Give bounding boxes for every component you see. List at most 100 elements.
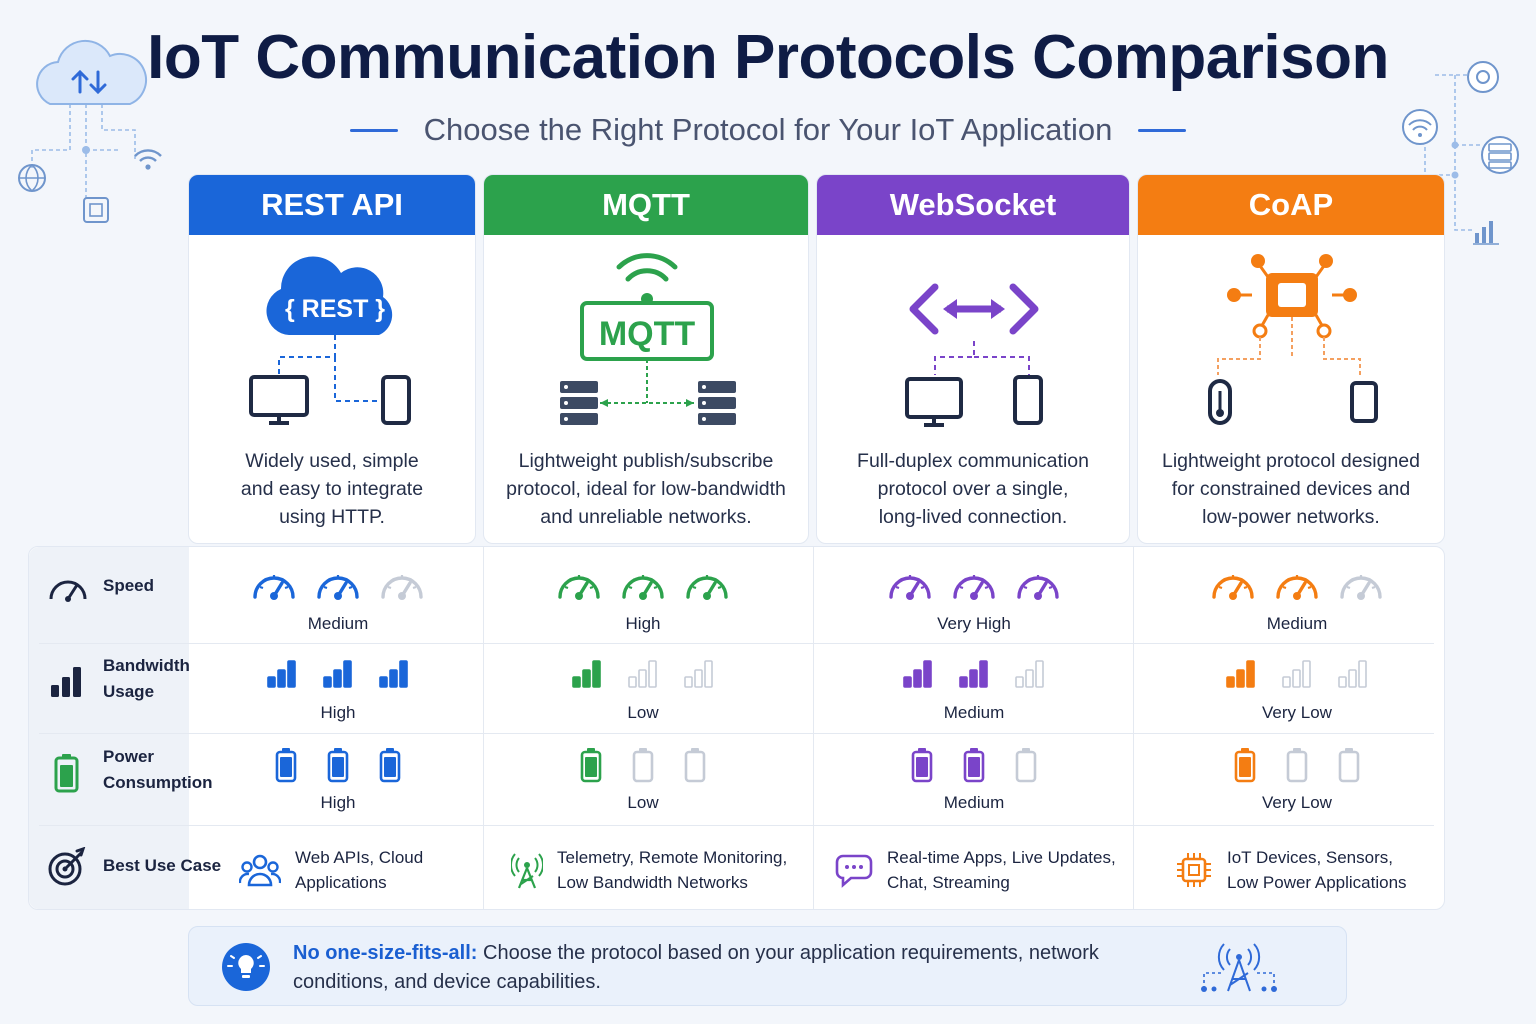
speedometer-icon bbox=[49, 580, 87, 602]
signal-bars-icon bbox=[51, 667, 81, 697]
power-rating-mark bbox=[963, 747, 985, 788]
power-rating-mark bbox=[1286, 747, 1308, 788]
bandwidth-value-websocket: Medium bbox=[943, 703, 1005, 722]
bandwidth-rating-mark bbox=[683, 659, 715, 694]
power-rating-mqtt bbox=[483, 747, 803, 788]
row-label-use-case: Best Use Case bbox=[103, 856, 222, 875]
bandwidth-rating-mark bbox=[958, 659, 990, 694]
bandwidth-value-rest: High bbox=[320, 703, 356, 722]
row-label-power: Power Consumption bbox=[103, 747, 213, 792]
power-rating-mark bbox=[1338, 747, 1360, 788]
page-title: IoT Communication Protocols Comparison bbox=[147, 23, 1389, 92]
antenna-icon bbox=[511, 853, 543, 889]
use-case-websocket: Real-time Apps, Live Updates, Chat, Stre… bbox=[835, 845, 1116, 895]
rest-cloud-icon: { REST } bbox=[249, 256, 411, 425]
speed-rating-websocket bbox=[819, 567, 1129, 608]
bandwidth-rating-mark bbox=[378, 659, 410, 694]
speed-value-rest: Medium bbox=[307, 614, 369, 633]
protocol-description-mqtt: Lightweight publish/subscribe protocol, … bbox=[506, 450, 786, 528]
speed-rating-mark bbox=[684, 567, 730, 608]
speed-value-coap: Medium bbox=[1266, 614, 1328, 633]
power-value-mqtt: Low bbox=[627, 793, 659, 812]
use-case-rest: Web APIs, Cloud Applications bbox=[239, 845, 423, 895]
chip-icon bbox=[1177, 853, 1211, 887]
row-label-column bbox=[29, 547, 189, 909]
power-rating-mark bbox=[327, 747, 349, 788]
power-rating-websocket bbox=[819, 747, 1129, 788]
chat-icon bbox=[835, 854, 873, 888]
devices-network-decoration-icon bbox=[1402, 61, 1519, 245]
protocol-card-mqtt: MQTT MQTT Lightweight publish/subscribe … bbox=[483, 174, 809, 544]
speed-value-websocket: Very High bbox=[937, 614, 1011, 633]
use-case-mqtt: Telemetry, Remote Monitoring, Low Bandwi… bbox=[511, 845, 787, 895]
power-rating-mark bbox=[1234, 747, 1256, 788]
protocol-card-rest: REST API { REST } Widely used, simple an… bbox=[188, 174, 476, 544]
bandwidth-rating-mark bbox=[571, 659, 603, 694]
power-value-rest: High bbox=[320, 793, 356, 812]
speed-rating-mark bbox=[887, 567, 933, 608]
power-value-coap: Very Low bbox=[1262, 793, 1332, 812]
page-subtitle: Choose the Right Protocol for Your IoT A… bbox=[423, 112, 1113, 147]
protocol-header-websocket: WebSocket bbox=[817, 175, 1129, 235]
subtitle-line-left bbox=[349, 128, 398, 132]
bandwidth-rating-mark bbox=[1281, 659, 1313, 694]
use-case-coap: IoT Devices, Sensors, Low Power Applicat… bbox=[1175, 845, 1407, 895]
protocol-card-coap: CoAP Lightweight protocol designed for c… bbox=[1137, 174, 1445, 544]
mqtt-broker-icon: MQTT bbox=[560, 253, 736, 425]
power-rating-mark bbox=[632, 747, 654, 788]
speed-rating-mark bbox=[556, 567, 602, 608]
mqtt-icon-label: MQTT bbox=[599, 315, 696, 353]
power-rating-mark bbox=[580, 747, 602, 788]
row-label-bandwidth: Bandwidth Usage bbox=[103, 656, 190, 701]
lightbulb-icon bbox=[222, 943, 270, 991]
subtitle-row: Choose the Right Protocol for Your IoT A… bbox=[0, 108, 1536, 152]
speed-rating-mark bbox=[620, 567, 666, 608]
power-rating-mark bbox=[911, 747, 933, 788]
tip-text: No one-size-fits-all: Choose the protoco… bbox=[293, 942, 1099, 993]
speed-rating-mqtt bbox=[483, 567, 803, 608]
speed-value-mqtt: High bbox=[625, 614, 661, 633]
protocol-header-mqtt: MQTT bbox=[484, 175, 808, 235]
bandwidth-rating-mark bbox=[1337, 659, 1369, 694]
bandwidth-rating-coap bbox=[1147, 659, 1447, 694]
bandwidth-rating-mqtt bbox=[483, 659, 803, 694]
protocol-header-rest: REST API bbox=[189, 175, 475, 235]
bandwidth-value-mqtt: Low bbox=[627, 703, 659, 722]
power-rating-mark bbox=[275, 747, 297, 788]
bandwidth-rating-mark bbox=[1225, 659, 1257, 694]
bandwidth-rating-mark bbox=[902, 659, 934, 694]
power-rating-mark bbox=[379, 747, 401, 788]
protocol-card-websocket: WebSocket Full-duplex communication prot… bbox=[816, 174, 1130, 544]
power-rating-rest bbox=[193, 747, 483, 788]
speed-rating-mark bbox=[251, 567, 297, 608]
power-value-websocket: Medium bbox=[943, 793, 1005, 812]
target-icon bbox=[48, 847, 86, 886]
speed-rating-mark bbox=[379, 567, 425, 608]
speed-rating-mark bbox=[315, 567, 361, 608]
cloud-network-decoration-icon bbox=[18, 39, 162, 223]
bandwidth-rating-websocket bbox=[819, 659, 1129, 694]
bandwidth-rating-mark bbox=[322, 659, 354, 694]
bandwidth-rating-mark bbox=[627, 659, 659, 694]
bandwidth-rating-rest bbox=[193, 659, 483, 694]
speed-rating-mark bbox=[1015, 567, 1061, 608]
speed-rating-mark bbox=[1274, 567, 1320, 608]
rest-icon-label: { REST } bbox=[285, 295, 385, 323]
users-icon bbox=[239, 854, 281, 887]
row-label-speed: Speed bbox=[103, 576, 155, 595]
protocol-description-coap: Lightweight protocol designed for constr… bbox=[1161, 450, 1420, 528]
bandwidth-value-coap: Very Low bbox=[1262, 703, 1332, 722]
speed-rating-rest bbox=[193, 567, 483, 608]
tip-banner: No one-size-fits-all: Choose the protoco… bbox=[188, 926, 1347, 1006]
websocket-bidirectional-icon bbox=[905, 283, 1043, 427]
tower-network-icon bbox=[1201, 943, 1277, 992]
speed-rating-coap bbox=[1147, 567, 1447, 608]
coap-chip-icon bbox=[1208, 254, 1378, 425]
bandwidth-rating-mark bbox=[266, 659, 298, 694]
protocol-header-coap: CoAP bbox=[1138, 175, 1444, 235]
protocol-description-websocket: Full-duplex communication protocol over … bbox=[857, 450, 1089, 528]
power-rating-coap bbox=[1147, 747, 1447, 788]
bandwidth-rating-mark bbox=[1014, 659, 1046, 694]
speed-rating-mark bbox=[1210, 567, 1256, 608]
battery-icon bbox=[54, 754, 79, 793]
